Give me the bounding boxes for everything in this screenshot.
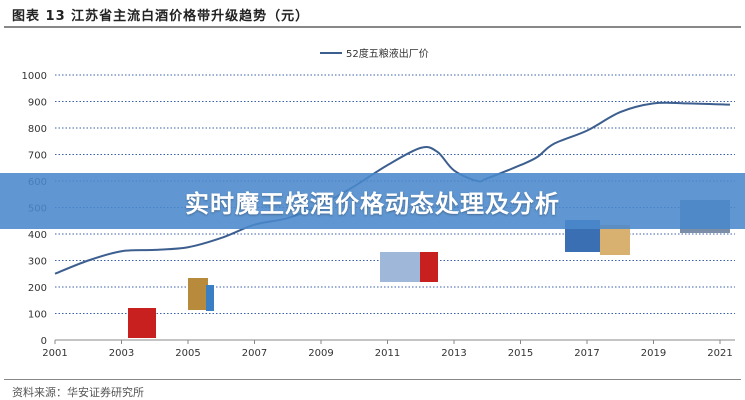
x-tick-label: 2017 [574, 348, 599, 359]
bottle-box-image [380, 252, 420, 282]
bottle-box-image [600, 225, 630, 255]
chart-title: 图表 13 江苏省主流白酒价格带升级趋势（元） [12, 9, 310, 24]
y-tick-label: 400 [28, 230, 47, 241]
y-tick-label: 0 [41, 336, 47, 347]
y-tick-label: 900 [28, 98, 47, 109]
x-tick-label: 2001 [42, 348, 67, 359]
y-tick-label: 100 [28, 310, 47, 321]
y-tick-label: 1000 [22, 71, 47, 82]
x-tick-label: 2007 [242, 348, 267, 359]
y-tick-label: 700 [28, 151, 47, 162]
series-line-wuliangye [54, 101, 731, 275]
x-tick-label: 2013 [441, 348, 466, 359]
x-tick-label: 2019 [641, 348, 666, 359]
x-tick-label: 2015 [508, 348, 533, 359]
source-note: 资料来源：华安证券研究所 [12, 386, 144, 399]
bottle-box-image [128, 308, 156, 338]
title-divider [4, 26, 741, 28]
y-tick-label: 200 [28, 283, 47, 294]
y-tick-label: 800 [28, 124, 47, 135]
x-tick-label: 2021 [707, 348, 732, 359]
legend-label: 52度五粮液出厂价 [346, 47, 429, 60]
bottle-box-image [420, 252, 438, 282]
x-tick-label: 2005 [175, 348, 200, 359]
footer-divider [4, 379, 741, 380]
y-tick-label: 300 [28, 257, 47, 268]
x-tick-label: 2011 [375, 348, 400, 359]
banner-title: 实时魔王烧酒价格动态处理及分析 [185, 189, 560, 218]
x-tick-label: 2003 [109, 348, 134, 359]
x-tick-label: 2009 [308, 348, 333, 359]
overlay-banner: 实时魔王烧酒价格动态处理及分析 [0, 173, 745, 229]
bottle-box-image [188, 278, 208, 310]
bottle-image [206, 285, 214, 311]
